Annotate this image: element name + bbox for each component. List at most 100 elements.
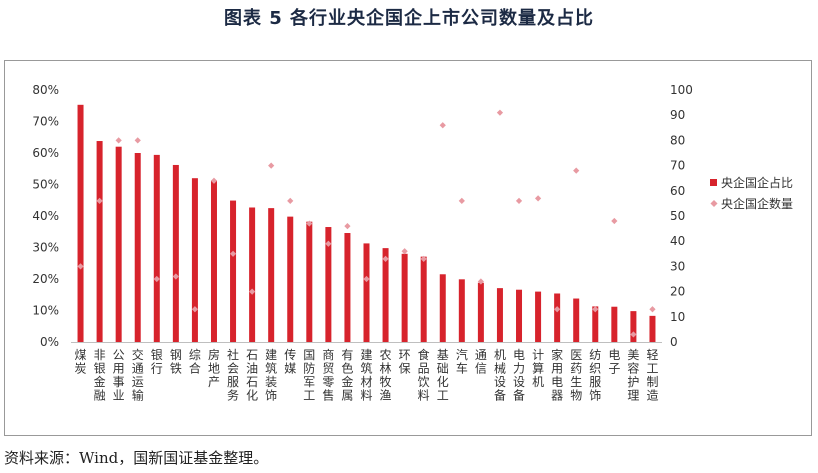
bar	[191, 178, 198, 342]
scatter-point	[611, 217, 618, 225]
bar	[344, 233, 351, 342]
left-tick-label: 0%	[40, 335, 59, 349]
x-tick-label: 建筑材料	[360, 348, 372, 403]
scatter-point	[592, 306, 599, 313]
right-tick-label: 90	[670, 108, 685, 122]
scatter-point	[496, 109, 504, 116]
right-tick-label: 10	[670, 310, 685, 324]
left-tick-label: 60%	[32, 146, 59, 160]
x-tick-label: 通信	[475, 348, 487, 376]
right-tick-label: 70	[670, 159, 685, 173]
bar	[325, 227, 332, 342]
combo-chart: 煤炭非银金融公用事业交通运输银行钢铁综合房地产社会服务石油石化建筑装饰传媒国防军…	[32, 83, 793, 403]
scatter-point	[554, 306, 561, 313]
left-tick-label: 10%	[32, 304, 59, 318]
bar	[134, 153, 141, 342]
scatter-point	[210, 177, 218, 184]
scatter-point	[287, 197, 294, 204]
bar	[382, 248, 389, 342]
x-tick-label: 医药生物	[570, 348, 582, 403]
bar	[96, 141, 103, 342]
x-tick-label: 轻工制造	[646, 348, 658, 403]
bar	[268, 208, 275, 342]
x-tick-label: 社会服务	[227, 347, 239, 403]
x-tick-label: 计算机	[532, 348, 544, 389]
bar	[611, 306, 618, 342]
bar	[249, 207, 256, 342]
scatter-point	[77, 263, 84, 270]
left-tick-label: 30%	[32, 241, 59, 255]
scatter-point	[439, 122, 446, 129]
right-tick-label: 20	[670, 285, 685, 299]
bar	[420, 256, 427, 342]
scatter-point	[401, 248, 408, 255]
scatter-point	[229, 250, 237, 257]
right-axis-labels: 0 10 20 30 40 50 60 70 80 90 100	[670, 83, 693, 349]
x-tick-label: 煤炭	[75, 348, 87, 376]
x-tick-label: 环保	[399, 348, 411, 376]
x-tick-label: 公用事业	[113, 348, 125, 403]
x-tick-label: 钢铁	[170, 348, 182, 376]
x-tick-label: 房地产	[208, 347, 220, 389]
chart-title: 图表 5 各行业央企国企上市公司数量及占比	[223, 8, 595, 29]
right-tick-label: 100	[670, 83, 693, 97]
scatter-point	[134, 137, 141, 144]
x-tick-label: 建筑装饰	[265, 348, 277, 403]
x-tick-label: 有色金属	[341, 348, 353, 403]
chart-frame: 煤炭 非银金融 公用事业 交通运输 银行 钢铁 综合 房地产 社会服务 石油石化 建筑装饰 传媒 国防军…	[4, 60, 812, 436]
x-tick-label: 机械设备	[494, 348, 506, 403]
scatter-point	[649, 306, 656, 313]
scatter-point	[573, 167, 580, 174]
bar	[115, 146, 122, 342]
legend-label-bar: 央企国企占比	[721, 175, 793, 190]
scatter-point	[515, 197, 523, 204]
left-tick-label: 40%	[32, 209, 59, 223]
x-tick-label: 汽车	[456, 347, 468, 376]
x-axis-labels: 煤炭非银金融公用事业交通运输银行钢铁综合房地产社会服务石油石化建筑装饰传媒国防军…	[75, 347, 659, 403]
x-tick-label: 家用电器	[551, 347, 563, 403]
right-tick-label: 40	[670, 234, 685, 248]
scatter-point	[268, 162, 275, 169]
bar	[210, 180, 217, 342]
legend-swatch-marker	[710, 199, 718, 208]
x-tick-label: 电子	[608, 348, 620, 376]
bar	[172, 164, 179, 342]
right-tick-label: 60	[670, 184, 685, 198]
bar	[535, 291, 542, 342]
bar	[439, 274, 446, 342]
bar-series	[77, 104, 656, 343]
legend-swatch-bar	[710, 179, 717, 186]
bar	[458, 279, 465, 342]
x-tick-label: 综合	[189, 348, 201, 376]
scatter-point	[191, 306, 199, 313]
legend: 央企国企占比 央企国企数量	[710, 175, 793, 211]
left-axis-labels: 0% 10% 20% 30% 40% 50% 60% 70% 80%	[32, 83, 59, 349]
left-tick-label: 70%	[32, 115, 59, 129]
right-tick-label: 80	[670, 133, 685, 147]
scatter-point	[115, 137, 122, 144]
legend-label-marker: 央企国企数量	[721, 196, 793, 211]
scatter-point	[534, 195, 542, 202]
x-tick-label: 商贸零售	[322, 347, 334, 403]
bar	[516, 289, 523, 342]
right-tick-label: 30	[670, 259, 685, 273]
left-tick-label: 80%	[32, 83, 59, 97]
bar	[306, 221, 313, 342]
bar	[477, 282, 484, 342]
right-tick-label: 50	[670, 209, 685, 223]
bar	[554, 293, 561, 342]
bar	[496, 288, 503, 342]
bar	[592, 306, 599, 342]
x-tick-label: 交通运输	[132, 347, 144, 403]
x-tick-label: 银行	[151, 348, 163, 376]
bar	[363, 243, 370, 342]
left-tick-label: 50%	[32, 178, 59, 192]
left-tick-label: 20%	[32, 272, 59, 286]
bar	[401, 253, 408, 342]
bar	[230, 200, 237, 342]
right-tick-label: 0	[670, 335, 678, 349]
bar	[77, 104, 84, 343]
x-tick-label: 基础化工	[437, 348, 449, 403]
bar	[630, 311, 637, 342]
x-tick-label: 农林牧渔	[380, 348, 392, 403]
